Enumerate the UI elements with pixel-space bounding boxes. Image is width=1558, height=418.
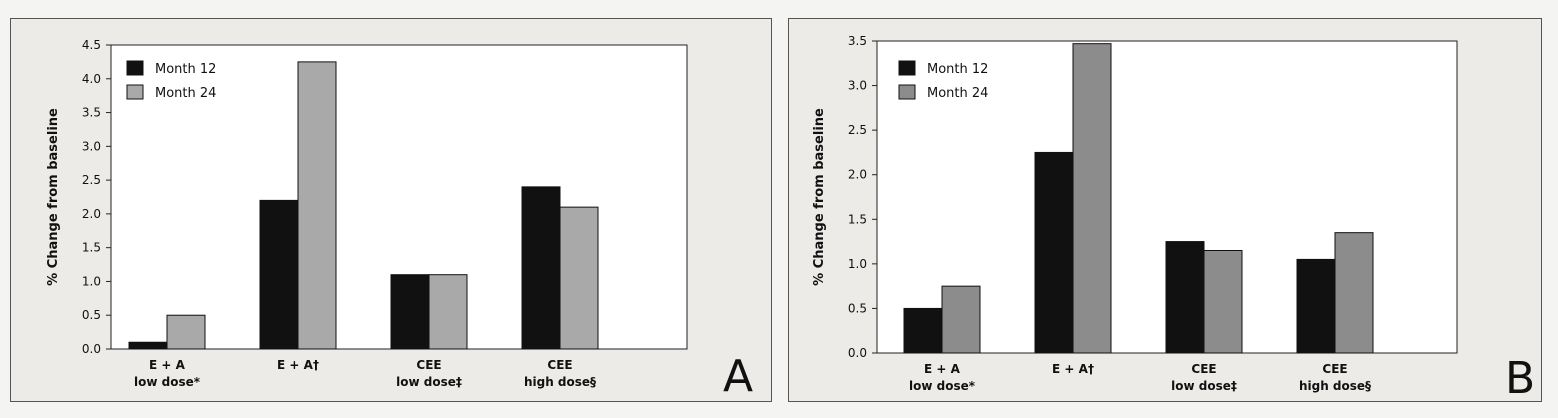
bar-month-12	[259, 199, 299, 350]
bar-month-24	[1334, 232, 1374, 354]
y-tick-label: 1.0	[82, 274, 101, 288]
bar-month-24	[166, 314, 206, 350]
y-tick-label: 0.5	[82, 308, 101, 322]
y-tick-label: 1.5	[848, 212, 867, 226]
bar-month-12	[128, 341, 168, 350]
bar-month-12	[1034, 151, 1074, 354]
bar-month-24	[559, 206, 599, 350]
bar-month-24	[941, 285, 981, 354]
y-tick-label: 3.0	[82, 139, 101, 153]
bar-month-12	[390, 274, 430, 350]
bar-month-24	[297, 61, 337, 350]
x-category-label-line1: E + A	[149, 358, 186, 372]
y-tick-label: 4.5	[82, 38, 101, 52]
bar-month-24	[1072, 43, 1112, 354]
legend-swatch	[898, 84, 916, 100]
legend-swatch	[126, 84, 144, 100]
bar-month-24	[428, 274, 468, 350]
y-tick-label: 3.5	[82, 106, 101, 120]
y-tick-label: 3.0	[848, 79, 867, 93]
y-tick-label: 0.0	[82, 342, 101, 356]
y-tick-label: 2.5	[848, 123, 867, 137]
x-category-label-line2: high dose§	[1299, 379, 1371, 393]
legend-swatch	[126, 60, 144, 76]
bar-month-12	[1296, 258, 1336, 354]
legend-label: Month 24	[927, 86, 988, 101]
y-tick-label: 4.0	[82, 72, 101, 86]
legend-label: Month 12	[927, 62, 988, 77]
x-category-label-line2: low dose‡	[396, 375, 462, 389]
legend-label: Month 12	[155, 62, 216, 77]
y-axis-label: % Change from baseline	[812, 108, 827, 286]
x-category-label-line2: low dose‡	[1171, 379, 1237, 393]
y-tick-label: 2.0	[848, 168, 867, 182]
y-tick-label: 2.0	[82, 207, 101, 221]
bar-month-12	[521, 186, 561, 350]
x-category-label-line1: E + A	[924, 362, 961, 376]
x-category-label-line2: low dose*	[134, 375, 201, 389]
x-category-label-line1: E + A†	[1052, 362, 1094, 376]
y-tick-label: 3.5	[848, 34, 867, 48]
chart-b: 0.0 0.5 1.0 1.5 2.0 2.5 3.0 3.5 % Change from ba…	[812, 34, 1535, 401]
y-tick-label: 0.5	[848, 301, 867, 315]
panel-letter: B	[1505, 353, 1535, 401]
y-axis-label: % Change from baseline	[46, 108, 61, 286]
x-category-label-line1: CEE	[416, 358, 441, 372]
x-category-label-line1: CEE	[1322, 362, 1347, 376]
bar-month-24	[1203, 249, 1243, 354]
y-tick-label: 0.0	[848, 346, 867, 360]
bar-month-12	[903, 307, 943, 354]
x-category-label-line2: low dose*	[909, 379, 976, 393]
y-tick-label: 1.0	[848, 257, 867, 271]
y-tick-label: 1.5	[82, 241, 101, 255]
chart-panel-a: 0.0 0.5 1.0 1.5 2.0 2.5 3.0 3.5 4.0 4.5 % Change f…	[10, 18, 772, 402]
x-category-label-line1: CEE	[1191, 362, 1216, 376]
x-category-label-line1: E + A†	[277, 358, 319, 372]
chart-a: 0.0 0.5 1.0 1.5 2.0 2.5 3.0 3.5 4.0 4.5 % Change f…	[46, 38, 753, 401]
legend-label: Month 24	[155, 86, 216, 101]
y-tick-label: 2.5	[82, 173, 101, 187]
panel-letter: A	[723, 351, 753, 401]
bar-month-12	[1165, 241, 1205, 354]
legend-swatch	[898, 60, 916, 76]
x-category-label-line2: high dose§	[524, 375, 596, 389]
chart-panel-b: 0.0 0.5 1.0 1.5 2.0 2.5 3.0 3.5 % Change from ba…	[788, 18, 1542, 402]
x-category-label-line1: CEE	[547, 358, 572, 372]
